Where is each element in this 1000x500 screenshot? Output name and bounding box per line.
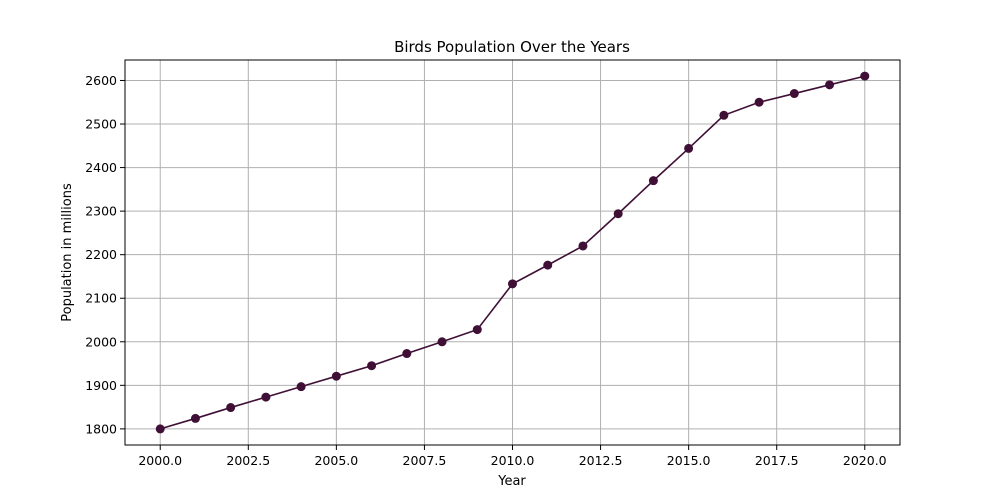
data-point <box>508 279 517 289</box>
data-point <box>155 424 165 434</box>
data-point <box>860 71 870 81</box>
series-layer <box>155 71 870 434</box>
x-tick-label: 2005.0 <box>314 453 358 468</box>
x-tick-label: 2020.0 <box>843 453 887 468</box>
data-point <box>543 260 553 270</box>
data-point <box>472 325 482 335</box>
y-tick-label: 2300 <box>85 204 117 219</box>
data-point <box>331 371 341 381</box>
data-point <box>296 382 306 392</box>
y-tick-label: 2500 <box>85 117 117 132</box>
y-tick-label: 2400 <box>85 160 117 175</box>
y-tick-label: 2600 <box>85 73 117 88</box>
data-point <box>789 89 799 99</box>
x-tick-label: 2012.5 <box>579 453 623 468</box>
x-tick-label: 2017.5 <box>755 453 799 468</box>
y-tick-label: 1800 <box>85 421 117 436</box>
chart-title: Birds Population Over the Years <box>394 38 630 56</box>
x-tick-label: 2007.5 <box>403 453 447 468</box>
data-point <box>437 337 447 347</box>
grid-layer <box>125 60 900 445</box>
data-point <box>367 361 377 371</box>
x-tick-label: 2015.0 <box>667 453 711 468</box>
data-point <box>226 403 236 413</box>
data-point <box>261 392 271 402</box>
data-point <box>648 176 658 186</box>
y-tick-label: 1900 <box>85 378 117 393</box>
x-tick-label: 2002.5 <box>226 453 270 468</box>
data-point <box>190 413 200 423</box>
data-point <box>754 97 764 107</box>
data-point <box>578 241 588 251</box>
y-tick-label: 2100 <box>85 291 117 306</box>
data-point <box>684 143 694 153</box>
y-tick-label: 2200 <box>85 247 117 262</box>
data-point <box>719 110 729 120</box>
y-axis-label: Population in millions <box>60 183 75 322</box>
x-tick-label: 2010.0 <box>491 453 535 468</box>
x-axis-label: Year <box>497 474 526 489</box>
data-point <box>825 80 835 90</box>
data-point <box>613 209 623 219</box>
plot-frame <box>124 59 901 446</box>
x-tick-label: 2000.0 <box>138 453 182 468</box>
y-tick-label: 2000 <box>85 334 117 349</box>
ticks-layer: 2000.0 2002.5 2005.0 2007.5 2010.0 2012.5 2015… <box>85 73 886 468</box>
data-point <box>402 349 412 359</box>
